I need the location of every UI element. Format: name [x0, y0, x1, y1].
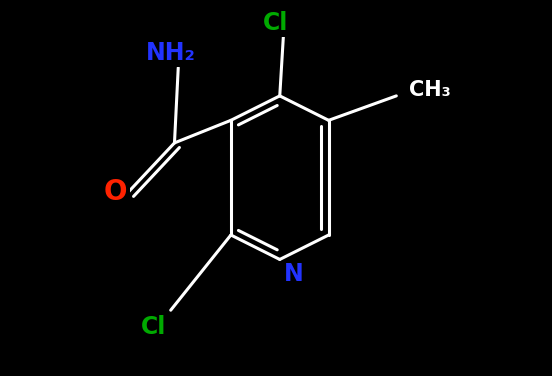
Text: CH₃: CH₃ [410, 80, 451, 100]
Text: Cl: Cl [141, 315, 167, 339]
Text: O: O [103, 178, 127, 206]
Text: Cl: Cl [263, 11, 289, 35]
Text: NH₂: NH₂ [146, 41, 195, 65]
Text: N: N [284, 262, 304, 287]
